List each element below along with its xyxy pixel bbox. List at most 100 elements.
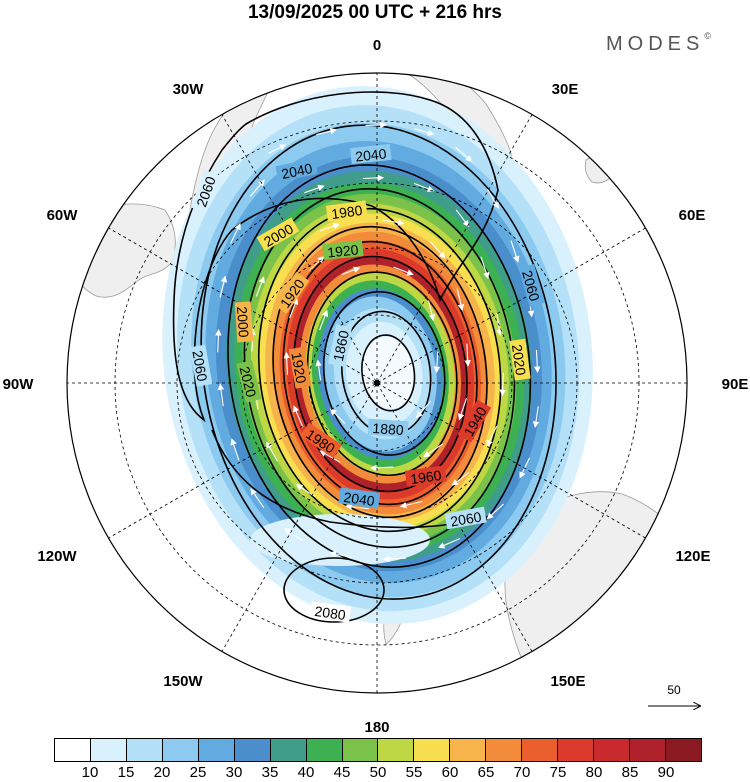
colorbar-swatch-3: [162, 739, 199, 761]
svg-text:2060: 2060: [449, 508, 483, 529]
lon-label-60e: 60E: [679, 207, 706, 224]
colorbar-swatch-0: [55, 739, 91, 761]
lon-label-180: 180: [364, 719, 389, 735]
colorbar-tick-label: 10: [81, 764, 99, 781]
contour-label-12: 2020: [509, 338, 531, 381]
contour-label-14: 2000: [234, 301, 254, 343]
map-border: [66, 72, 688, 694]
colorbar-tick-label: 50: [369, 764, 387, 781]
polar-map: 2040 2040 2060 2060 2060 1980 2000 1920 …: [3, 37, 749, 735]
lon-label-150w: 150W: [163, 673, 203, 690]
colorbar-tick-label: 75: [549, 764, 567, 781]
colorbar-swatch-6: [270, 739, 307, 761]
lon-label-120w: 120W: [37, 548, 77, 565]
svg-text:2040: 2040: [355, 145, 388, 164]
contour-2080: [283, 557, 385, 623]
contour-2040: [227, 164, 532, 568]
contour-2060-outer: [172, 91, 499, 423]
svg-text:2060: 2060: [189, 349, 210, 383]
svg-text:1920: 1920: [327, 241, 360, 260]
contour-label-1: 2040: [275, 158, 318, 182]
lon-label-150e: 150E: [550, 673, 585, 690]
colorbar-tick-label: 80: [585, 764, 603, 781]
colorbar: [54, 738, 702, 762]
lon-label-120e: 120E: [675, 548, 710, 565]
wind-vectors: [215, 121, 541, 563]
svg-text:1860: 1860: [330, 329, 352, 363]
colorbar-tick-label: 55: [405, 764, 423, 781]
svg-text:2040: 2040: [343, 489, 376, 509]
contour-1860: [361, 334, 416, 412]
contour-label-19: 2040: [338, 487, 381, 509]
reference-vector: 50: [648, 683, 700, 706]
colorbar-tick-label: 35: [261, 764, 279, 781]
colorbar-tick-label: 30: [225, 764, 243, 781]
svg-text:2040: 2040: [280, 160, 314, 182]
svg-text:2020: 2020: [236, 365, 259, 399]
colorbar-swatch-2: [126, 739, 163, 761]
contour-label-16: 1960: [404, 465, 447, 487]
lon-label-30e: 30E: [552, 81, 579, 98]
colorbar-tick-label: 25: [189, 764, 207, 781]
colorbar-swatch-8: [342, 739, 379, 761]
contour-2060-lower: [211, 429, 491, 529]
lon-label-0: 0: [373, 37, 381, 54]
map-title: 13/09/2025 00 UTC + 216 hrs: [247, 2, 503, 23]
lon-label-60w: 60W: [47, 207, 79, 224]
contour-label-21: 2080: [309, 601, 352, 623]
colorbar-tick-label: 20: [153, 764, 171, 781]
colorbar-swatch-13: [522, 739, 559, 761]
colorbar-tick-label: 45: [333, 764, 351, 781]
colorbar-tick-label: 85: [621, 764, 639, 781]
colorbar-swatch-4: [198, 739, 235, 761]
svg-text:1960: 1960: [409, 467, 442, 487]
lon-label-30w: 30W: [173, 81, 205, 98]
reference-vector-label: 50: [667, 683, 681, 697]
contour-label-5: 2060: [189, 344, 213, 387]
modes-logo: MODES©: [606, 31, 711, 56]
colorbar-swatch-11: [450, 739, 487, 761]
colorbar-swatch-17: [665, 739, 701, 761]
lon-label-90w: 90W: [3, 376, 35, 393]
contour-label-10: 1860: [328, 324, 352, 367]
graticule: [67, 73, 687, 693]
colorbar-ticks: 10 15 20 25 30 35 40 45 50 55 60 65 70 75 80 85 90: [54, 764, 702, 782]
colorbar-tick-label: 65: [477, 764, 495, 781]
colorbar-swatch-1: [90, 739, 127, 761]
colorbar-swatch-15: [594, 739, 630, 761]
svg-text:1980: 1980: [330, 202, 363, 222]
colorbar-swatch-10: [414, 739, 451, 761]
colorbar-tick-label: 70: [513, 764, 531, 781]
colorbar-swatch-12: [486, 739, 523, 761]
contour-label-2: 2040: [350, 143, 392, 165]
south-pole-marker: [374, 380, 380, 386]
svg-text:2000: 2000: [234, 306, 252, 338]
map-disc: 2040 2040 2060 2060 2060 1980 2000 1920 …: [67, 73, 687, 693]
colorbar-swatch-7: [306, 739, 343, 761]
contour-label-11: 1920: [288, 346, 312, 389]
colorbar-tick-label: 40: [297, 764, 315, 781]
colorbar-swatch-16: [630, 739, 666, 761]
contour-1900: [322, 290, 446, 456]
contour-label-20: 2060: [444, 506, 487, 530]
contour-1980: [272, 225, 488, 519]
colorbar-tick-label: 90: [657, 764, 675, 781]
contour-label-18: 2020: [236, 360, 262, 403]
wind-calm-core: [361, 337, 415, 409]
svg-text:1920: 1920: [288, 351, 309, 385]
contour-label-6: 1980: [325, 200, 368, 222]
brand-name: MODES: [606, 33, 705, 55]
contour-2060: [200, 124, 557, 600]
svg-text:2080: 2080: [314, 603, 347, 623]
colorbar-swatch-9: [378, 739, 415, 761]
contour-label-8: 1920: [322, 239, 364, 261]
colorbar-tick-label: 15: [117, 764, 135, 781]
svg-text:2020: 2020: [509, 343, 529, 376]
colorbar-swatch-14: [558, 739, 595, 761]
colorbar-tick-label: 60: [441, 764, 459, 781]
svg-text:1880: 1880: [372, 420, 404, 438]
colorbar-swatch-5: [234, 739, 271, 761]
brand-mark: ©: [704, 31, 711, 41]
contour-label-15: 1880: [367, 418, 409, 438]
lon-label-90e: 90E: [722, 376, 749, 393]
